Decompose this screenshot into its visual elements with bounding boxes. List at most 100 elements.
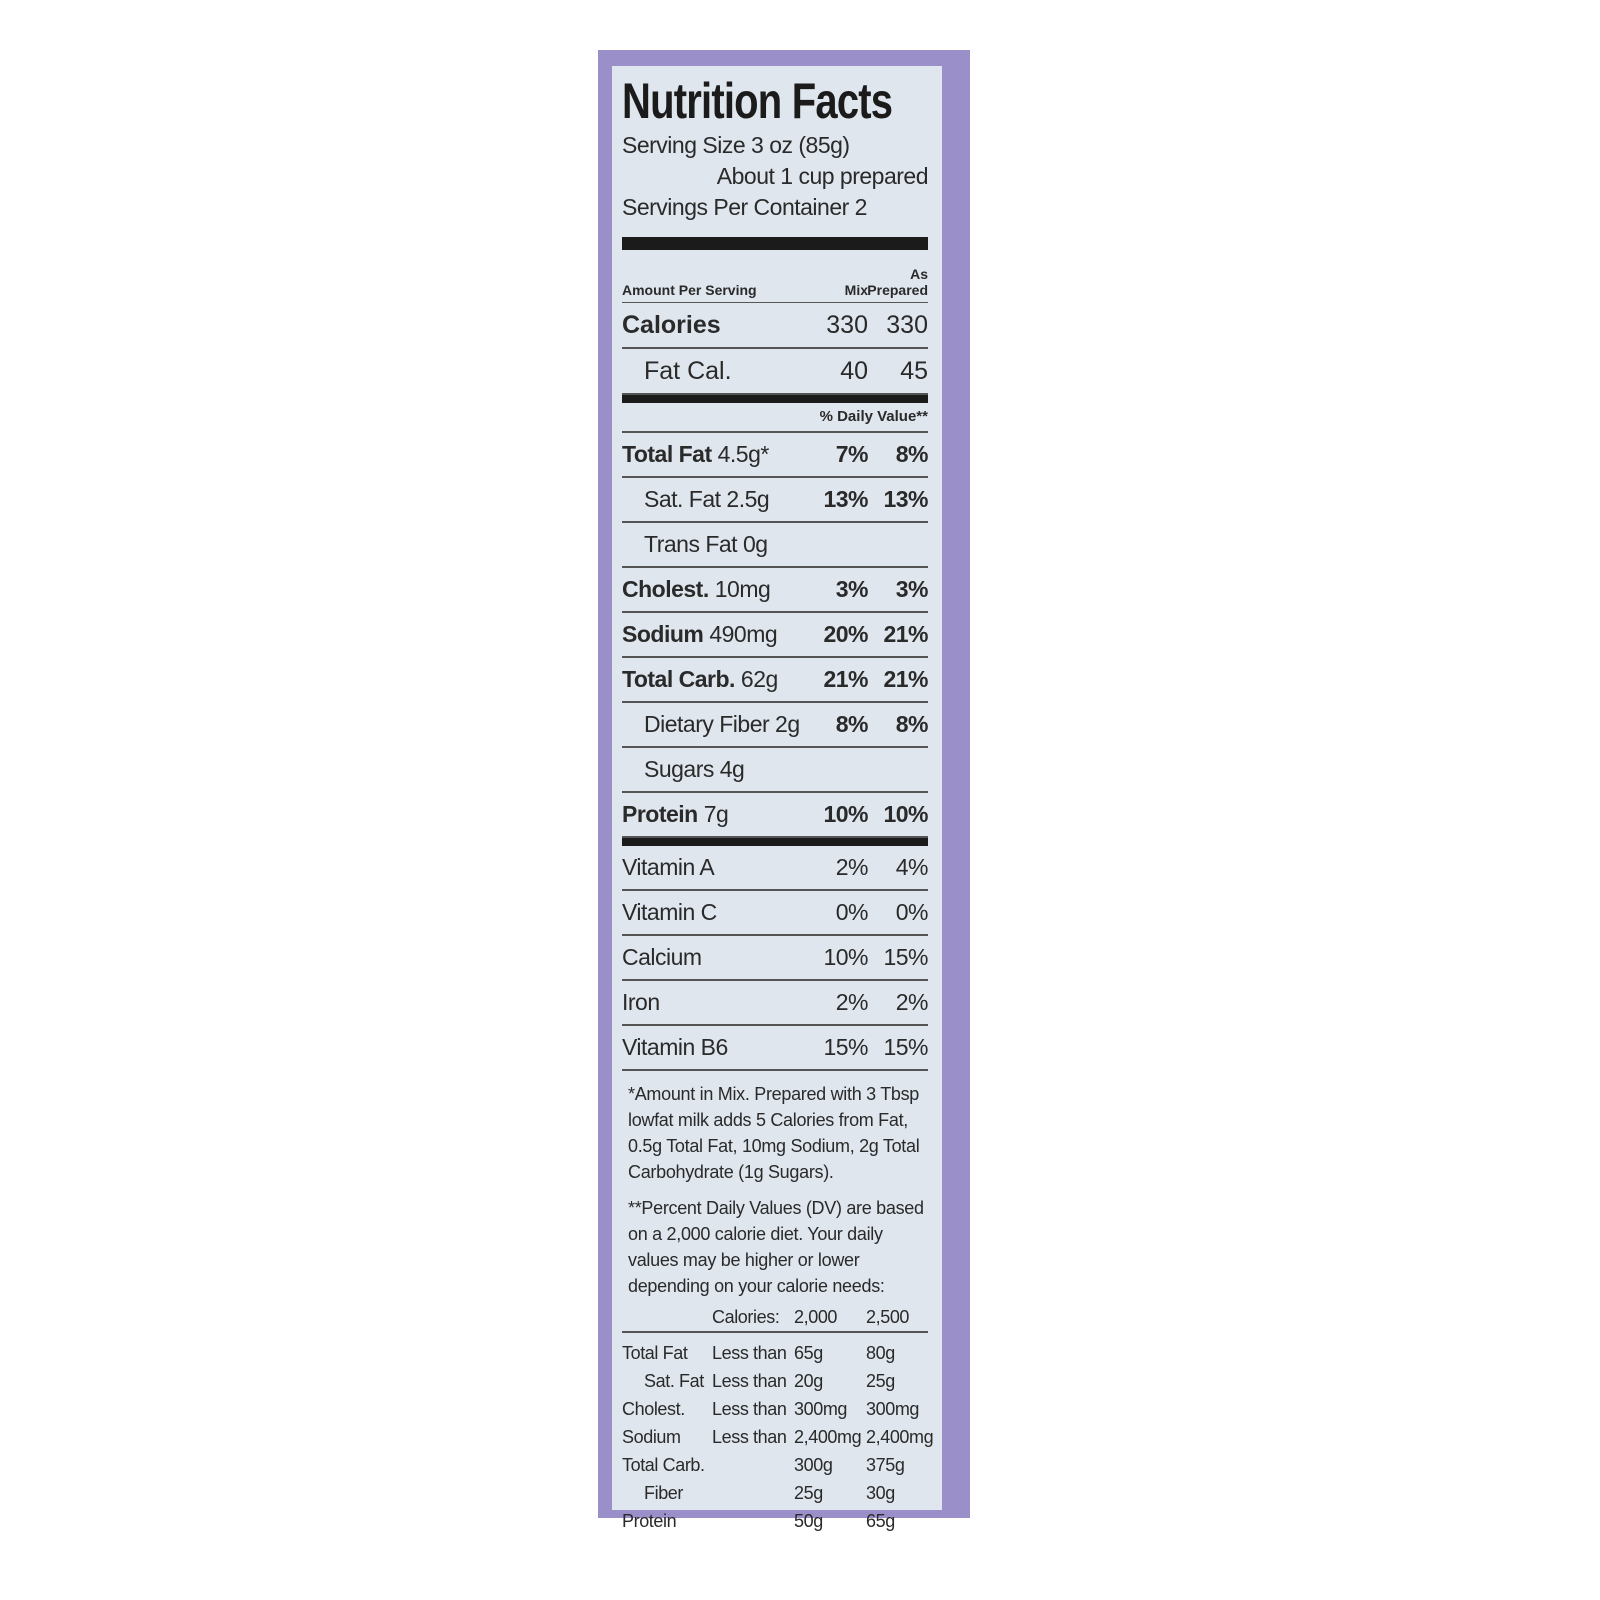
dv-name: Protein <box>622 1511 677 1531</box>
mix-value: 7% <box>835 441 869 467</box>
dv-row: Protein 50g 65g <box>622 1507 928 1535</box>
prepared-value: 2% <box>895 989 929 1015</box>
nutrient-cell: Sat. Fat 2.5g <box>622 486 808 513</box>
column-header: Amount Per Serving Mix As Prepared <box>622 250 928 303</box>
prepared-value: 0% <box>895 899 929 925</box>
footnote: **Percent Daily Values (DV) are based on… <box>628 1198 924 1296</box>
dv-2000: 2,400mg <box>794 1427 862 1447</box>
calories-block: Calories 330 330 Fat Cal. 40 45 <box>622 303 928 395</box>
label-box: Nutrition Facts Serving Size 3 oz (85g) … <box>598 50 970 1531</box>
nutrient-row: Dietary Fiber 2g 8% 8% <box>622 703 929 748</box>
dv-row: Total Fat Less than 65g 80g <box>622 1339 928 1367</box>
nutrient-cell: Cholest. 10mg <box>622 576 808 603</box>
prepared-value: 330 <box>886 310 928 339</box>
nutrient-cell: Protein 7g <box>622 801 808 828</box>
vitamin-row: Iron 2% 2% <box>622 981 929 1026</box>
nutrient-cell: Dietary Fiber 2g <box>622 711 808 738</box>
nutrient-row: Protein 7g 10% 10% <box>622 793 929 838</box>
dv-2000: 300g <box>794 1455 833 1475</box>
nutrient-amount: 10mg <box>714 576 771 602</box>
dv-table-header: Calories: 2,000 2,500 <box>622 1303 928 1333</box>
calories-row: Calories 330 330 <box>622 303 928 349</box>
dv-limit <box>712 1507 794 1535</box>
mix-value: 13% <box>823 486 868 512</box>
mix-value: 3% <box>835 576 869 602</box>
mix-value: 10% <box>823 944 868 970</box>
dv-2500: 80g <box>866 1343 895 1363</box>
mix-value: 2% <box>835 854 869 880</box>
dv-limit: Less than <box>712 1371 787 1391</box>
prepared-value: 15% <box>883 944 928 970</box>
prepared-value: 3% <box>895 576 929 602</box>
dv-table: Total Fat Less than 65g 80g Sat. Fat Less tha… <box>622 1339 934 1535</box>
mix-value: 40 <box>840 356 868 385</box>
vitamin-row: Vitamin A 2% 4% <box>622 846 929 891</box>
mix-value: 20% <box>823 621 868 647</box>
mix-value: 330 <box>826 310 868 339</box>
vitamin-row: Vitamin C 0% 0% <box>622 891 929 936</box>
dv-name: Total Fat <box>622 1343 688 1363</box>
footnote: *Amount in Mix. Prepared with 3 Tbsp low… <box>628 1084 920 1182</box>
mix-value: 8% <box>835 711 869 737</box>
nutrient-row: Sugars 4g <box>622 748 928 793</box>
nutrient-cell: Total Fat 4.5g* <box>622 441 808 468</box>
vitamin-row: Vitamin B6 15% 15% <box>622 1026 929 1071</box>
nutrient-name: Trans Fat 0g <box>644 531 768 557</box>
vitamin-name: Vitamin A <box>622 854 715 880</box>
dv-row: Cholest. Less than 300mg 300mg <box>622 1395 928 1423</box>
dv-row: Sat. Fat Less than 20g 25g <box>622 1367 928 1395</box>
dv-limit: Less than <box>712 1343 787 1363</box>
prepared-value: 10% <box>883 801 928 827</box>
dv-limit: Less than <box>712 1399 787 1419</box>
dv-name: Sodium <box>622 1427 681 1447</box>
dv-2000: 50g <box>794 1511 823 1531</box>
dv-name: Fiber <box>644 1483 684 1503</box>
calories-row: Fat Cal. 40 45 <box>622 349 928 395</box>
mix-value: 0% <box>835 899 869 925</box>
dv-2000: 300mg <box>794 1399 848 1419</box>
dv-2500: 375g <box>866 1455 905 1475</box>
vitamins: Vitamin A 2% 4% Vitamin C 0% 0% Calcium 10% 15% I… <box>622 846 929 1071</box>
nutrient-cell: Sodium 490mg <box>622 621 808 648</box>
prepared-value: 4% <box>895 854 929 880</box>
nutrient-name: Dietary Fiber 2g <box>644 711 800 737</box>
mix-value: 15% <box>823 1034 868 1060</box>
nutrient-row: Cholest. 10mg 3% 3% <box>622 568 929 613</box>
nutrient-row: Total Carb. 62g 21% 21% <box>622 658 929 703</box>
vitamin-name: Vitamin C <box>622 899 717 925</box>
dv-row: Fiber 25g 30g <box>622 1479 928 1507</box>
daily-value-header: % Daily Value** <box>622 403 928 433</box>
nutrient-name: Total Fat <box>622 441 712 467</box>
nutrient-row: Total Fat 4.5g* 7% 8% <box>622 433 929 478</box>
nutrient-name: Sodium <box>622 621 704 647</box>
thick-bar <box>622 237 928 250</box>
dv-2500: 2,500 <box>866 1307 910 1327</box>
calorie-label: Fat Cal. <box>644 356 732 385</box>
dv-2000: 20g <box>794 1371 823 1391</box>
thick-bar <box>622 395 928 403</box>
nutrient-name: Sugars 4g <box>644 756 745 782</box>
nutrient-cell: Trans Fat 0g <box>622 531 808 558</box>
mix-header: Mix <box>844 282 868 298</box>
mix-value: 2% <box>835 989 869 1015</box>
prepared-value: 21% <box>883 666 928 692</box>
dv-2000: 25g <box>794 1483 823 1503</box>
nutrient-name: Sat. Fat 2.5g <box>644 486 770 512</box>
dv-limit <box>712 1479 794 1507</box>
prepared-value: 45 <box>900 356 928 385</box>
dv-2500: 65g <box>866 1511 895 1531</box>
prepared-value: 8% <box>895 441 929 467</box>
prepared-value: 21% <box>883 621 928 647</box>
thick-bar <box>622 838 928 846</box>
mix-value: 21% <box>823 666 868 692</box>
nutrient-row: Sat. Fat 2.5g 13% 13% <box>622 478 929 523</box>
nutrient-amount: 7g <box>703 801 729 827</box>
facts: Nutrition Facts Serving Size 3 oz (85g) … <box>622 72 934 1535</box>
nutrients: Total Fat 4.5g* 7% 8% Sat. Fat 2.5g 13% 13% Tra… <box>622 433 929 838</box>
calorie-label: Calories <box>622 310 721 339</box>
dv-name: Cholest. <box>622 1399 685 1419</box>
nutrient-name: Total Carb. <box>622 666 735 692</box>
vitamin-name: Vitamin B6 <box>622 1034 728 1060</box>
label-panel: Nutrition Facts Serving Size 3 oz (85g) … <box>612 66 942 1531</box>
